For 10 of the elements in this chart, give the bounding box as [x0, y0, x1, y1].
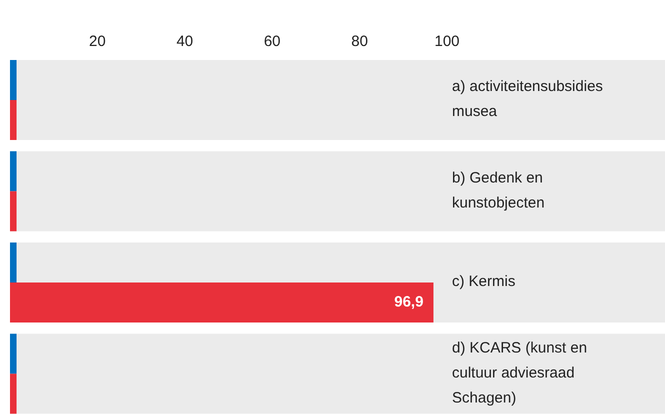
y-tick-label: a) activiteitensubsidies musea	[452, 78, 603, 120]
y-tick-label: d) KCARS (kunst en cultuur adviesraad Schagen)	[452, 339, 588, 406]
x-tick-label: 40	[176, 33, 194, 50]
y-tick-label: b) Gedenk en kunstobjecten	[452, 169, 545, 212]
x-tick-label: 100	[434, 33, 460, 50]
x-tick-label: 20	[89, 33, 106, 50]
x-tick-label: 60	[264, 33, 281, 50]
y-tick-label: c) Kermis	[452, 273, 516, 290]
x-tick-label: 80	[351, 33, 368, 50]
data-label: 96,9	[394, 293, 424, 310]
